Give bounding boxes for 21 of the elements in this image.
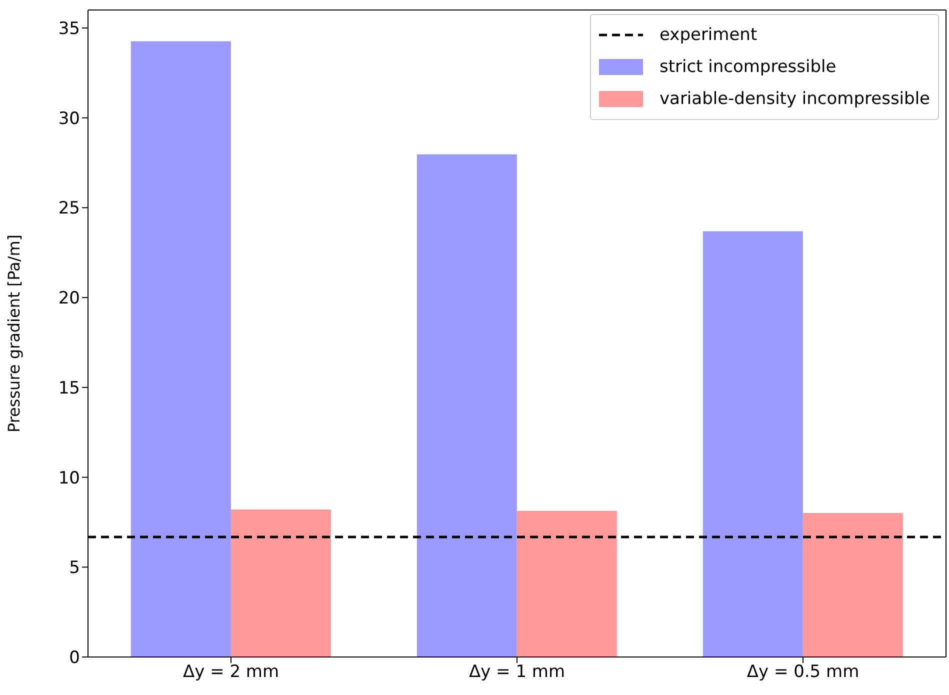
bar bbox=[130, 41, 231, 657]
y-tick-label: 30 bbox=[58, 108, 80, 129]
y-tick-label: 0 bbox=[69, 648, 80, 668]
x-tick-label: Δy = 0.5 mm bbox=[746, 662, 860, 682]
y-axis-title: Pressure gradient [Pa/m] bbox=[4, 234, 24, 433]
y-tick-label: 25 bbox=[58, 198, 80, 219]
y-tick-label: 15 bbox=[58, 378, 80, 398]
y-tick-label: 20 bbox=[58, 288, 80, 309]
bar bbox=[230, 509, 331, 657]
bar bbox=[416, 154, 517, 657]
y-tick-label: 35 bbox=[58, 19, 80, 40]
bar bbox=[702, 231, 803, 657]
x-tick-label: Δy = 1 mm bbox=[468, 662, 566, 682]
x-tick-label: Δy = 2 mm bbox=[182, 662, 280, 682]
legend-label: variable-density incompressible bbox=[659, 88, 930, 111]
bar bbox=[516, 510, 617, 657]
bar bbox=[802, 513, 903, 657]
y-tick-label: 10 bbox=[58, 468, 80, 488]
legend-label: strict incompressible bbox=[659, 56, 836, 79]
y-tick-label: 5 bbox=[69, 558, 80, 578]
legend-label: experiment bbox=[659, 24, 758, 47]
